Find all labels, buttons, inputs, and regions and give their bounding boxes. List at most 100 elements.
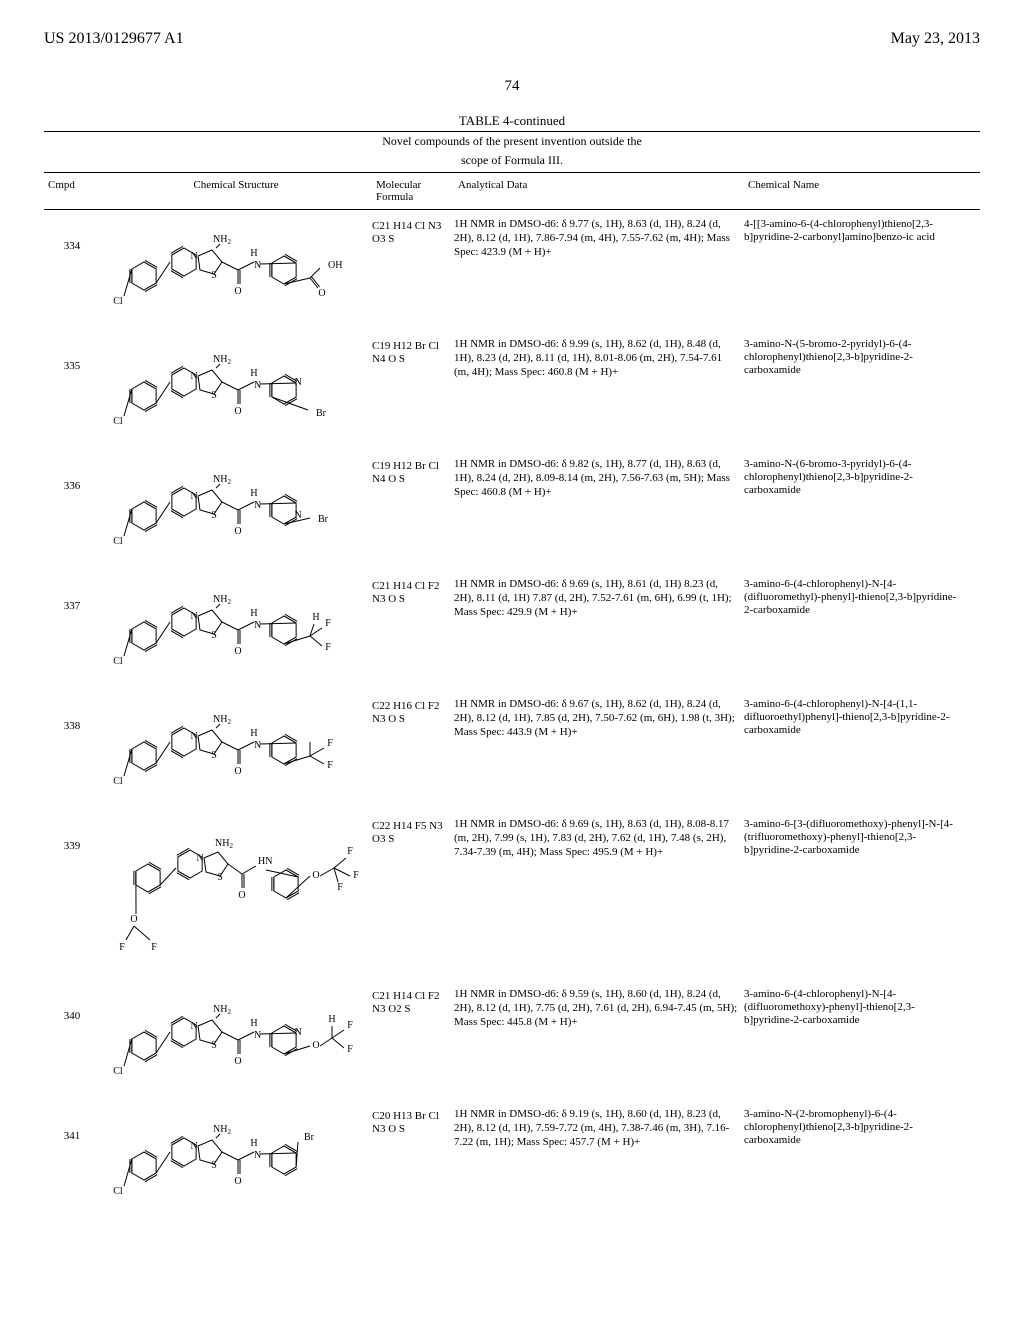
- table-caption-line2: scope of Formula III.: [44, 153, 980, 168]
- analytical-data: 1H NMR in DMSO-d6: δ 9.99 (s, 1H), 8.62 …: [454, 338, 744, 438]
- analytical-data: 1H NMR in DMSO-d6: δ 9.77 (s, 1H), 8.63 …: [454, 218, 744, 318]
- svg-text:N: N: [191, 1021, 198, 1032]
- svg-text:N: N: [254, 740, 261, 751]
- svg-text:Cl: Cl: [113, 656, 123, 667]
- table-row: 336ClNSNH2OHNNBrC19 H12 Br Cl N4 O S1H N…: [44, 452, 980, 572]
- table-rule-mid: [44, 172, 980, 173]
- cmpd-number: 335: [44, 338, 100, 438]
- svg-text:Cl: Cl: [113, 1066, 123, 1077]
- svg-text:N: N: [197, 853, 204, 864]
- svg-text:F: F: [337, 882, 343, 893]
- svg-text:NH2: NH2: [213, 1124, 231, 1136]
- cmpd-number: 340: [44, 988, 100, 1088]
- svg-text:S: S: [211, 1040, 217, 1051]
- svg-text:N: N: [254, 1030, 261, 1041]
- svg-text:NH2: NH2: [213, 594, 231, 606]
- svg-text:N: N: [254, 500, 261, 511]
- svg-text:N: N: [295, 377, 302, 388]
- svg-text:F: F: [325, 642, 331, 653]
- svg-text:H: H: [250, 608, 257, 619]
- svg-text:H: H: [312, 612, 319, 623]
- svg-text:O: O: [238, 890, 245, 901]
- svg-text:F: F: [119, 942, 125, 953]
- svg-text:NH2: NH2: [213, 354, 231, 366]
- chemical-structure: ClNSNH2OHNNOFFH: [100, 988, 372, 1088]
- chemical-structure: ClNSNH2OHNOOH: [100, 218, 372, 318]
- col-formula: Molecular Formula: [372, 179, 454, 203]
- page-number: 74: [44, 78, 980, 95]
- col-name: Chemical Name: [744, 179, 964, 203]
- svg-text:HN: HN: [258, 856, 272, 867]
- svg-text:S: S: [211, 1160, 217, 1171]
- svg-text:F: F: [353, 870, 359, 881]
- svg-text:O: O: [234, 766, 241, 777]
- svg-text:F: F: [327, 760, 333, 771]
- table-row: 339OFFNSNH2OHNOFFFC22 H14 F5 N3 O3 S1H N…: [44, 812, 980, 982]
- svg-text:N: N: [254, 620, 261, 631]
- molecular-formula: C21 H14 Cl F2 N3 O S: [372, 578, 454, 678]
- chemical-structure: ClNSNH2OHNFF: [100, 698, 372, 798]
- svg-text:NH2: NH2: [213, 714, 231, 726]
- molecular-formula: C22 H14 F5 N3 O3 S: [372, 818, 454, 968]
- molecular-formula: C20 H13 Br Cl N3 O S: [372, 1108, 454, 1208]
- svg-text:N: N: [191, 1141, 198, 1152]
- cmpd-number: 337: [44, 578, 100, 678]
- svg-text:H: H: [250, 1138, 257, 1149]
- svg-text:O: O: [130, 914, 137, 925]
- molecular-formula: C21 H14 Cl F2 N3 O2 S: [372, 988, 454, 1088]
- analytical-data: 1H NMR in DMSO-d6: δ 9.69 (s, 1H), 8.61 …: [454, 578, 744, 678]
- svg-text:F: F: [151, 942, 157, 953]
- svg-text:Cl: Cl: [113, 536, 123, 547]
- molecular-formula: C19 H12 Br Cl N4 O S: [372, 338, 454, 438]
- table-row: 337ClNSNH2OHNFFHC21 H14 Cl F2 N3 O S1H N…: [44, 572, 980, 692]
- chemical-name: 4-[[3-amino-6-(4-chlorophenyl)thieno[2,3…: [744, 218, 964, 318]
- svg-text:S: S: [211, 510, 217, 521]
- svg-text:NH2: NH2: [213, 234, 231, 246]
- analytical-data: 1H NMR in DMSO-d6: δ 9.82 (s, 1H), 8.77 …: [454, 458, 744, 558]
- chemical-structure: ClNSNH2OHNFFH: [100, 578, 372, 678]
- chemical-name: 3-amino-6-(4-chlorophenyl)-N-[4-(difluor…: [744, 578, 964, 678]
- svg-text:H: H: [250, 248, 257, 259]
- page-header: US 2013/0129677 A1 May 23, 2013: [44, 30, 980, 48]
- svg-text:H: H: [250, 488, 257, 499]
- svg-text:O: O: [234, 1056, 241, 1067]
- svg-text:F: F: [347, 846, 353, 857]
- svg-text:N: N: [254, 260, 261, 271]
- svg-text:NH2: NH2: [213, 1004, 231, 1016]
- cmpd-number: 341: [44, 1108, 100, 1208]
- table-caption-line1: Novel compounds of the present invention…: [44, 134, 980, 149]
- svg-text:S: S: [211, 390, 217, 401]
- table-row: 341ClNSNH2OHNBrC20 H13 Br Cl N3 O S1H NM…: [44, 1102, 980, 1222]
- col-analytical: Analytical Data: [454, 179, 744, 203]
- table-row: 340ClNSNH2OHNNOFFHC21 H14 Cl F2 N3 O2 S1…: [44, 982, 980, 1102]
- svg-text:S: S: [211, 270, 217, 281]
- publication-date: May 23, 2013: [891, 30, 980, 48]
- svg-text:O: O: [234, 526, 241, 537]
- svg-text:Br: Br: [304, 1132, 315, 1143]
- svg-text:F: F: [325, 618, 331, 629]
- svg-text:O: O: [234, 286, 241, 297]
- svg-text:N: N: [191, 611, 198, 622]
- molecular-formula: C19 H12 Br Cl N4 O S: [372, 458, 454, 558]
- svg-text:OH: OH: [328, 260, 342, 271]
- svg-text:S: S: [211, 750, 217, 761]
- svg-text:H: H: [250, 1018, 257, 1029]
- svg-text:N: N: [295, 510, 302, 521]
- svg-text:O: O: [234, 1176, 241, 1187]
- svg-text:O: O: [312, 870, 319, 881]
- cmpd-number: 336: [44, 458, 100, 558]
- svg-text:F: F: [347, 1020, 353, 1031]
- svg-text:N: N: [191, 731, 198, 742]
- analytical-data: 1H NMR in DMSO-d6: δ 9.19 (s, 1H), 8.60 …: [454, 1108, 744, 1208]
- chemical-name: 3-amino-6-[3-(difluoromethoxy)-phenyl]-N…: [744, 818, 964, 968]
- svg-text:O: O: [318, 288, 325, 299]
- svg-text:S: S: [217, 872, 223, 883]
- patent-number: US 2013/0129677 A1: [44, 30, 184, 48]
- svg-text:NH2: NH2: [215, 838, 233, 850]
- molecular-formula: C22 H16 Cl F2 N3 O S: [372, 698, 454, 798]
- svg-text:NH2: NH2: [213, 474, 231, 486]
- chemical-structure: ClNSNH2OHNBr: [100, 1108, 372, 1208]
- svg-text:N: N: [254, 1150, 261, 1161]
- svg-text:O: O: [312, 1040, 319, 1051]
- chemical-name: 3-amino-6-(4-chlorophenyl)-N-[4-(difluor…: [744, 988, 964, 1088]
